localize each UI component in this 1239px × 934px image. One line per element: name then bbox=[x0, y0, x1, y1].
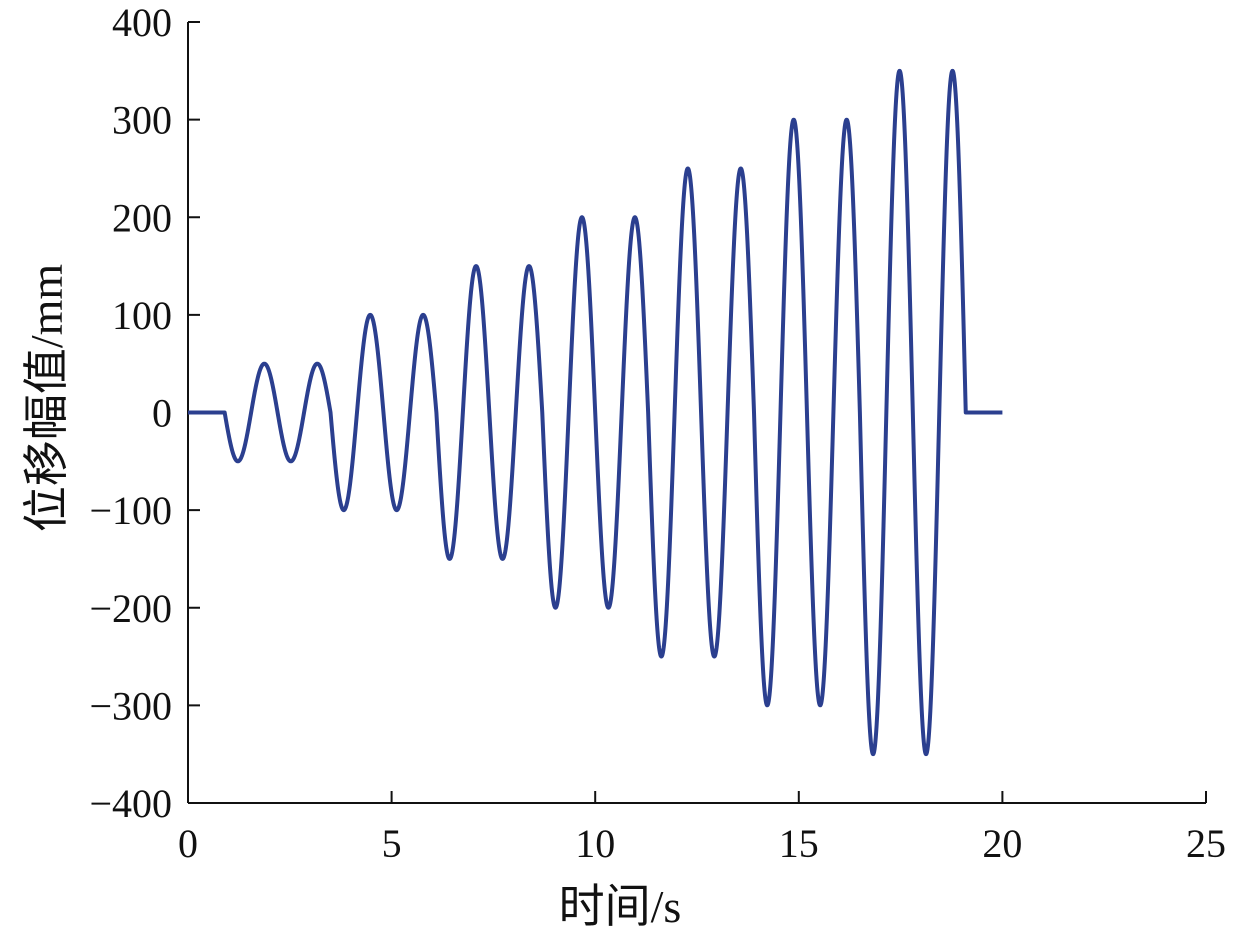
y-tick-label: 0 bbox=[152, 391, 172, 436]
y-tick-label: 200 bbox=[112, 195, 172, 240]
y-axis-title: 位移幅值/mm bbox=[21, 264, 72, 533]
x-tick-label: 10 bbox=[575, 821, 615, 866]
y-tick-label: 300 bbox=[112, 98, 172, 143]
y-tick-label: −100 bbox=[89, 488, 172, 533]
y-tick-label: 400 bbox=[112, 0, 172, 45]
x-tick-label: 25 bbox=[1186, 821, 1226, 866]
y-tick-label: −300 bbox=[89, 683, 172, 728]
x-tick-label: 20 bbox=[982, 821, 1022, 866]
y-tick-label: 100 bbox=[112, 293, 172, 338]
series-line-displacement bbox=[188, 68, 1003, 757]
x-tick-label: 5 bbox=[382, 821, 402, 866]
y-tick-label: −400 bbox=[89, 781, 172, 826]
x-axis-title: 时间/s bbox=[559, 881, 682, 932]
x-ticks: 0 5 10 15 20 25 bbox=[178, 791, 1226, 866]
x-tick-label: 0 bbox=[178, 821, 198, 866]
y-tick-label: −200 bbox=[89, 586, 172, 631]
axes bbox=[187, 22, 1206, 804]
x-tick-label: 15 bbox=[779, 821, 819, 866]
y-ticks: 400 300 200 100 0 −100 −200 −300 −400 bbox=[89, 0, 200, 826]
